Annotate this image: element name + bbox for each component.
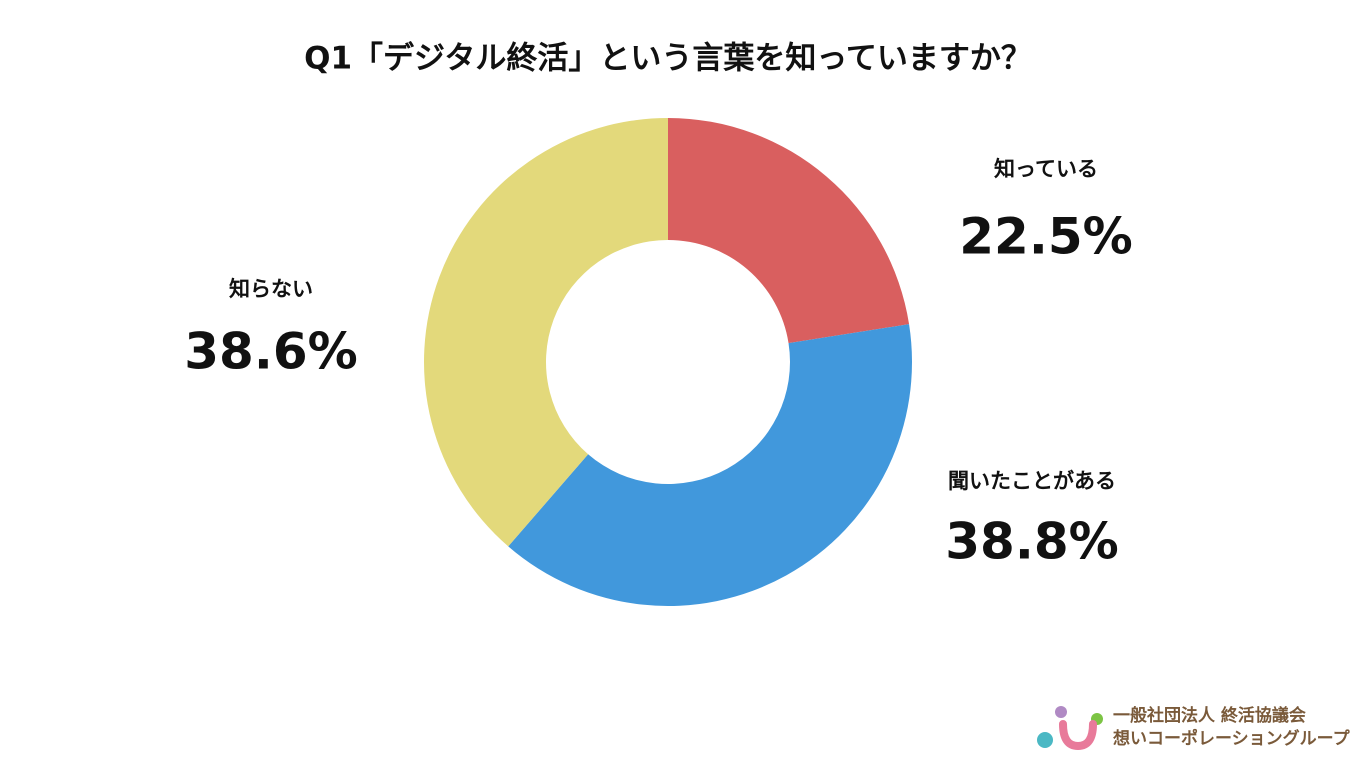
slice bbox=[668, 118, 910, 344]
chart-title: Q1「デジタル終活」という言葉を知っていますか？ bbox=[304, 41, 1032, 77]
slice bbox=[508, 324, 912, 606]
logo: 一般社団法人 終活協議会 想いコーポレーショングループ bbox=[1037, 705, 1351, 751]
slice-label: 聞いたことがある bbox=[948, 469, 1116, 493]
value-label: 38.6% bbox=[184, 323, 357, 381]
logo-dot bbox=[1037, 732, 1053, 748]
slice bbox=[424, 118, 668, 547]
value-label: 22.5% bbox=[959, 208, 1132, 266]
logo-dot bbox=[1055, 706, 1067, 718]
logo-text: 一般社団法人 終活協議会 bbox=[1113, 705, 1306, 726]
logo-mark bbox=[1059, 720, 1097, 751]
logo-text: 想いコーポレーショングループ bbox=[1113, 728, 1351, 749]
slice-label: 知っている bbox=[994, 157, 1098, 181]
value-label: 38.8% bbox=[945, 513, 1118, 571]
slice-label: 知らない bbox=[229, 277, 313, 301]
